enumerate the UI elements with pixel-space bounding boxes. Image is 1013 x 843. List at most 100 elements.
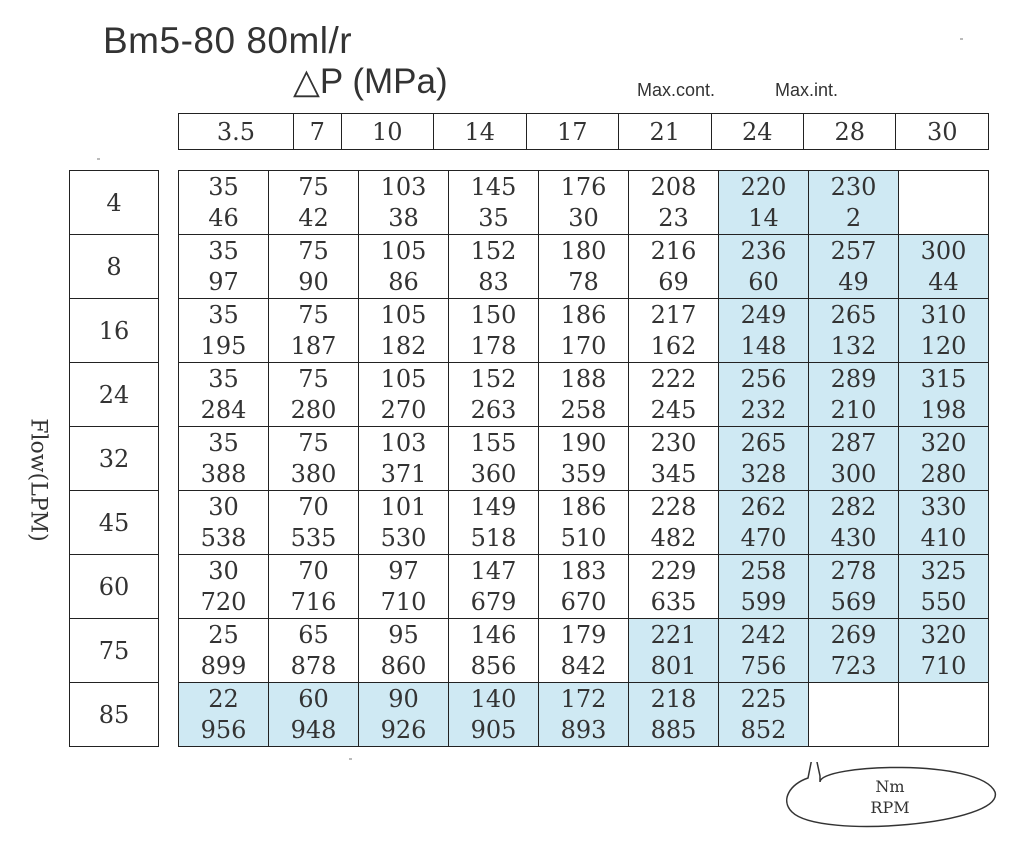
pressure-header-row: 3.5 7 10 14 17 21 24 28 30 — [178, 113, 989, 150]
torque-value: 95 — [388, 620, 419, 649]
table-cell: 282 430 — [808, 490, 899, 555]
rpm-value: 842 — [560, 651, 607, 680]
rpm-value: 899 — [200, 651, 247, 680]
torque-value: 75 — [298, 236, 329, 265]
rpm-value: 245 — [650, 395, 697, 424]
callout-bubble — [786, 762, 996, 828]
torque-value: 75 — [298, 364, 329, 393]
table-cell: 186 510 — [538, 490, 629, 555]
flow-row: 32 — [69, 426, 159, 491]
torque-value: 30 — [208, 556, 239, 585]
table-cell: 149 518 — [448, 490, 539, 555]
table-cell: 150 178 — [448, 298, 539, 363]
rpm-value: 182 — [380, 331, 427, 360]
rpm-value: 893 — [560, 715, 607, 744]
rpm-value: 86 — [388, 267, 419, 296]
torque-value: 242 — [740, 620, 787, 649]
torque-value: 188 — [560, 364, 607, 393]
rpm-value: 756 — [740, 651, 787, 680]
table-cell: 222 245 — [628, 362, 719, 427]
rpm-value: 670 — [560, 587, 607, 616]
torque-value: 155 — [470, 428, 517, 457]
table-cell: 75 187 — [268, 298, 359, 363]
torque-value: 35 — [208, 172, 239, 201]
torque-value: 105 — [380, 364, 427, 393]
rpm-value: 635 — [650, 587, 697, 616]
rpm-value: 360 — [470, 459, 517, 488]
table-cell: 105 86 — [358, 234, 449, 299]
rpm-value: 38 — [388, 203, 419, 232]
table-cell: 180 78 — [538, 234, 629, 299]
rpm-value: 518 — [470, 523, 517, 552]
torque-value: 30 — [208, 492, 239, 521]
torque-value: 146 — [470, 620, 517, 649]
flow-row: 16 — [69, 298, 159, 363]
rpm-value: 280 — [920, 459, 967, 488]
torque-value: 70 — [298, 556, 329, 585]
pressure-header-cell: 14 — [433, 113, 527, 150]
rpm-value: 535 — [290, 523, 337, 552]
torque-value: 176 — [560, 172, 607, 201]
rpm-value: 90 — [298, 267, 329, 296]
pressure-header-table: 3.5 7 10 14 17 21 24 28 30 — [178, 113, 989, 150]
table-cell: 262 470 — [718, 490, 809, 555]
table-row: 35 195 75 187 105 182 150 178 186 170 217 162 249 148… — [178, 298, 989, 363]
table-cell: 320 280 — [898, 426, 989, 491]
table-row: 35 284 75 280 105 270 152 263 188 258 222 245 256 232… — [178, 362, 989, 427]
torque-value: 230 — [830, 172, 877, 201]
table-cell: 186 170 — [538, 298, 629, 363]
rpm-value: 878 — [290, 651, 337, 680]
rpm-value: 170 — [560, 331, 607, 360]
flow-header-cell: 16 — [69, 298, 159, 363]
pressure-header-cell: 7 — [292, 113, 342, 150]
rpm-value: 270 — [380, 395, 427, 424]
torque-value: 186 — [560, 492, 607, 521]
flow-header-cell: 85 — [69, 682, 159, 747]
max-cont-note: Max.cont. — [637, 80, 716, 100]
pressure-header-cell: 10 — [340, 113, 435, 150]
flow-row: 24 — [69, 362, 159, 427]
table-cell: 249 148 — [718, 298, 809, 363]
rpm-value: 280 — [290, 395, 337, 424]
table-cell: 152 83 — [448, 234, 539, 299]
rpm-value: 42 — [298, 203, 329, 232]
table-cell: 97 710 — [358, 554, 449, 619]
table-cell: 35 284 — [178, 362, 269, 427]
table-cell — [898, 170, 989, 235]
scan-speck — [97, 158, 100, 160]
torque-value: 35 — [208, 428, 239, 457]
rpm-value: 948 — [290, 715, 337, 744]
rpm-value: 345 — [650, 459, 697, 488]
torque-value: 230 — [650, 428, 697, 457]
table-cell: 30 538 — [178, 490, 269, 555]
table-cell: 65 878 — [268, 618, 359, 683]
table-row: 30 720 70 716 97 710 147 679 183 670 229 635 258 599 2… — [178, 554, 989, 619]
pressure-header-cell: 30 — [895, 113, 989, 150]
table-cell: 179 842 — [538, 618, 629, 683]
rpm-value: 885 — [650, 715, 697, 744]
rpm-value: 97 — [208, 267, 239, 296]
torque-value: 186 — [560, 300, 607, 329]
rpm-value: 263 — [470, 395, 517, 424]
table-cell: 35 46 — [178, 170, 269, 235]
torque-value: 25 — [208, 620, 239, 649]
table-cell: 256 232 — [718, 362, 809, 427]
table-cell: 220 14 — [718, 170, 809, 235]
callout-unit-torque: Nm — [875, 777, 905, 796]
torque-value: 282 — [830, 492, 877, 521]
table-cell: 289 210 — [808, 362, 899, 427]
torque-value: 225 — [740, 684, 787, 713]
torque-value: 75 — [298, 428, 329, 457]
torque-value: 179 — [560, 620, 607, 649]
table-cell: 176 30 — [538, 170, 629, 235]
rpm-value: 35 — [478, 203, 509, 232]
torque-value: 218 — [650, 684, 697, 713]
table-row: 35 388 75 380 103 371 155 360 190 359 230 345 265 328… — [178, 426, 989, 491]
table-cell: 188 258 — [538, 362, 629, 427]
table-cell: 103 38 — [358, 170, 449, 235]
pressure-header-cell: 28 — [802, 113, 897, 150]
torque-value: 217 — [650, 300, 697, 329]
table-cell: 278 569 — [808, 554, 899, 619]
rpm-value: 569 — [830, 587, 877, 616]
table-cell: 229 635 — [628, 554, 719, 619]
